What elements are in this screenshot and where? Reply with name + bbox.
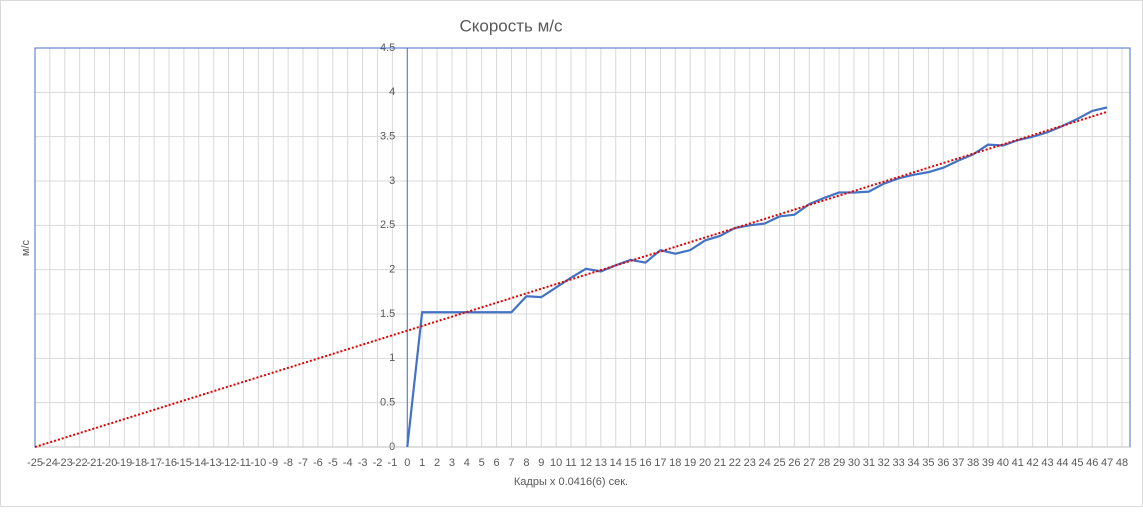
x-tick-label: 14 [610, 457, 622, 469]
x-tick-label: -20 [101, 457, 117, 469]
x-tick-label: -12 [221, 457, 237, 469]
x-tick-label: 10 [550, 457, 562, 469]
x-tick-label: 26 [788, 457, 800, 469]
x-tick-label: -10 [250, 457, 266, 469]
x-tick-label: -11 [236, 457, 251, 469]
x-tick-label: 5 [479, 457, 485, 469]
x-tick-label: 8 [523, 457, 529, 469]
x-tick-label: 20 [699, 457, 711, 469]
x-tick-label: -24 [42, 457, 58, 469]
x-tick-label: 31 [863, 457, 875, 469]
x-tick-label: -5 [328, 457, 338, 469]
y-tick-label: 3.5 [380, 131, 395, 143]
x-tick-label: -15 [176, 457, 192, 469]
x-tick-label: 46 [1086, 457, 1098, 469]
x-tick-label: 27 [803, 457, 815, 469]
x-tick-label: -7 [298, 457, 308, 469]
x-tick-label: 19 [684, 457, 696, 469]
x-tick-label: 12 [580, 457, 592, 469]
x-tick-label: 47 [1101, 457, 1113, 469]
x-axis-label: Кадры x 0.0416(6) сек. [514, 476, 628, 488]
x-tick-label: 25 [773, 457, 785, 469]
x-tick-label: 18 [669, 457, 681, 469]
x-tick-label: 48 [1116, 457, 1128, 469]
x-tick-label: 32 [878, 457, 890, 469]
x-tick-label: -8 [283, 457, 293, 469]
y-tick-label: 2.5 [380, 219, 395, 231]
x-tick-label: 1 [419, 457, 425, 469]
x-tick-label: 6 [494, 457, 500, 469]
x-tick-label: 40 [997, 457, 1009, 469]
y-tick-label: 4 [389, 86, 395, 98]
y-tick-label: 3 [389, 175, 395, 187]
x-tick-label: 2 [434, 457, 440, 469]
x-tick-label: 45 [1071, 457, 1083, 469]
x-tick-label: 16 [639, 457, 651, 469]
trend-line [34, 110, 1108, 448]
x-tick-label: -2 [373, 457, 383, 469]
y-axis-label: м/с [20, 239, 32, 256]
x-tick-label: 43 [1041, 457, 1053, 469]
x-tick-label: 17 [654, 457, 666, 469]
x-tick-label: 24 [759, 457, 771, 469]
x-tick-label: 0 [404, 457, 410, 469]
x-tick-label: 13 [595, 457, 607, 469]
x-tick-label: 15 [624, 457, 636, 469]
x-tick-label: 39 [982, 457, 994, 469]
x-tick-label: -6 [313, 457, 323, 469]
x-tick-label: 35 [922, 457, 934, 469]
x-tick-label: 22 [729, 457, 741, 469]
y-tick-label: 0.5 [380, 397, 395, 409]
x-tick-label: 4 [464, 457, 470, 469]
x-tick-label: -23 [57, 457, 73, 469]
x-tick-label: 21 [714, 457, 726, 469]
data-line [406, 106, 1108, 448]
x-tick-label: 29 [833, 457, 845, 469]
y-tick-label: 2 [389, 264, 395, 276]
x-tick-label: -14 [191, 457, 207, 469]
x-tick-label: -13 [206, 457, 222, 469]
chart-title: Скорость м/с [459, 16, 563, 35]
x-tick-label: 34 [907, 457, 919, 469]
x-tick-label: -17 [146, 457, 162, 469]
x-tick-label: 38 [967, 457, 979, 469]
x-tick-label: 7 [508, 457, 514, 469]
x-tick-label: 36 [937, 457, 949, 469]
x-tick-label: 42 [1027, 457, 1039, 469]
x-tick-label: 41 [1012, 457, 1024, 469]
y-tick-label: 1.5 [380, 308, 395, 320]
x-tick-label: -3 [358, 457, 368, 469]
x-tick-label: -16 [161, 457, 177, 469]
x-tick-label: -18 [131, 457, 147, 469]
x-tick-label: -22 [72, 457, 88, 469]
x-tick-label: 9 [538, 457, 544, 469]
x-tick-label: 3 [449, 457, 455, 469]
x-tick-label: -19 [116, 457, 132, 469]
x-tick-label: 44 [1056, 457, 1068, 469]
x-tick-label: 23 [744, 457, 756, 469]
x-tick-label: -21 [87, 457, 103, 469]
x-tick-label: 11 [565, 457, 576, 469]
x-tick-label: 30 [848, 457, 860, 469]
y-tick-label: 1 [389, 352, 395, 364]
x-tick-label: 28 [818, 457, 830, 469]
x-tick-label: -4 [343, 457, 353, 469]
x-tick-label: -1 [387, 457, 397, 469]
x-tick-label: -9 [268, 457, 278, 469]
x-tick-label: 37 [952, 457, 964, 469]
x-tick-label: 33 [893, 457, 905, 469]
x-tick-label: -25 [27, 457, 43, 469]
